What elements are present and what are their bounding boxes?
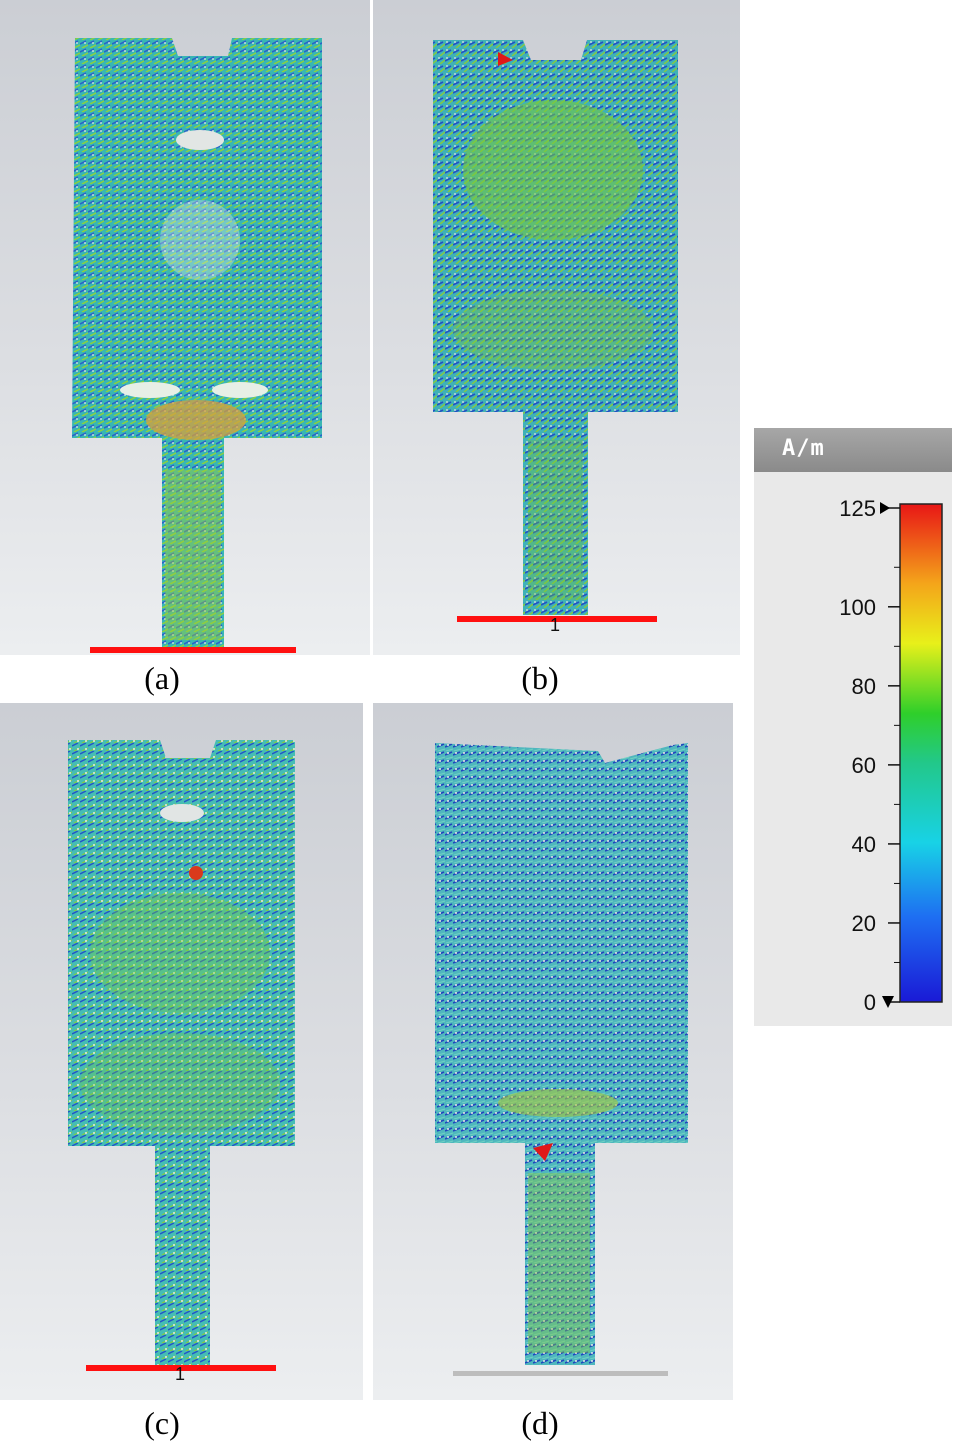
panel-b: 1 — [373, 0, 740, 655]
legend-tick-label: 100 — [839, 595, 876, 620]
legend-tick-label: 0 — [864, 990, 876, 1015]
port-bar-c — [86, 1365, 276, 1371]
color-legend: A/m 125 100 80 60 40 20 0 — [754, 428, 952, 1026]
port-label-c: 1 — [175, 1364, 185, 1384]
port-bar-d — [453, 1371, 668, 1376]
surface-current-plot-b: 1 — [433, 40, 678, 635]
legend-header: A/m — [754, 428, 952, 472]
legend-tick-label: 40 — [852, 832, 876, 857]
legend-scale: 125 100 80 60 40 20 0 — [839, 496, 943, 1015]
panel-d — [373, 703, 733, 1400]
caption-c: (c) — [144, 1405, 180, 1441]
surface-current-plot-c: 1 — [68, 740, 295, 1384]
patch-c — [68, 740, 295, 1365]
panel-c: 1 — [0, 703, 363, 1400]
port-label-b: 1 — [550, 615, 560, 635]
legend-tick-label: 20 — [852, 911, 876, 936]
surface-current-plot-a — [72, 38, 322, 653]
patch-d — [435, 743, 688, 1365]
caption-a: (a) — [144, 660, 180, 696]
patch-a — [72, 38, 322, 650]
panel-a — [0, 0, 370, 655]
surface-current-plot-d — [435, 743, 688, 1376]
port-bar-b — [457, 616, 657, 622]
port-bar-a — [90, 647, 296, 653]
caption-d: (d) — [521, 1405, 559, 1441]
legend-tick-label: 60 — [852, 753, 876, 778]
min-marker-icon — [882, 996, 894, 1008]
legend-unit: A/m — [782, 436, 825, 461]
legend-tick-label: 125 — [839, 496, 876, 521]
caption-b: (b) — [521, 660, 559, 696]
legend-tick-label: 80 — [852, 674, 876, 699]
max-marker-icon — [880, 502, 890, 514]
colorbar — [899, 503, 943, 1003]
